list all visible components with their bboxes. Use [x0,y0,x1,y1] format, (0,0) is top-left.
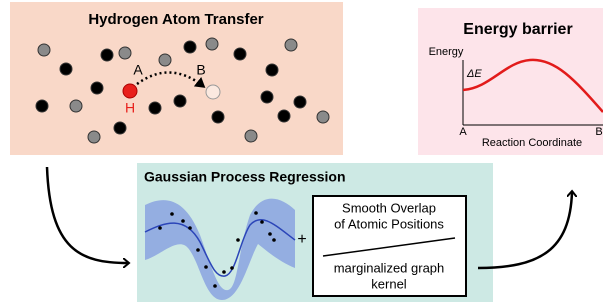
kernel-line-1: marginalized graph [334,260,445,275]
label-h: H [125,100,135,116]
hydrogen-atom [123,84,137,98]
plus-sign: + [297,231,306,248]
target-site [206,85,220,99]
kernel-line-2: kernel [371,276,407,291]
delta-label: ΔE [466,68,482,80]
energy-label-a: A [459,126,467,138]
flow-arrow-in [47,167,128,263]
soap-line-1: Smooth Overlap [342,200,436,215]
energy-x-label: Reaction Coordinate [482,137,582,149]
diagram: Hydrogen Atom Transfer A B H Energy barr… [0,0,603,302]
soap-line-2: of Atomic Positions [334,216,444,231]
hat-title: Hydrogen Atom Transfer [88,11,263,28]
energy-y-label: Energy [429,46,464,58]
energy-label-b: B [595,126,602,138]
gpr-title: Gaussian Process Regression [144,169,346,185]
energy-title: Energy barrier [463,21,572,38]
label-b: B [196,62,205,78]
label-a: A [133,62,143,78]
